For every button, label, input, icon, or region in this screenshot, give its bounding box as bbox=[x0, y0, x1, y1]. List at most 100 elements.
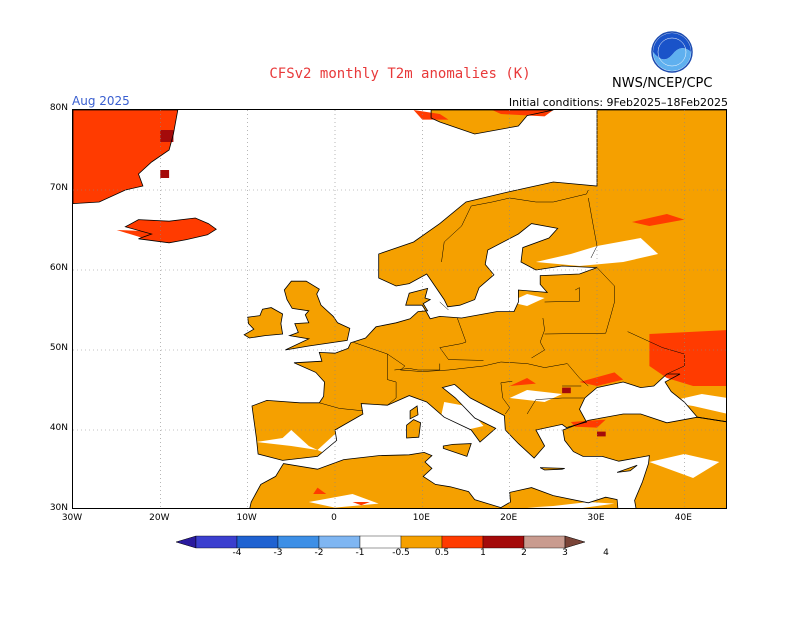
border-8 bbox=[500, 380, 513, 415]
svalbard-anomaly-fill bbox=[431, 110, 554, 134]
colorbar-box bbox=[236, 535, 279, 549]
colorbar-min-arrow bbox=[176, 535, 197, 549]
lon-label: 20W bbox=[149, 513, 170, 523]
border-13 bbox=[441, 201, 493, 263]
lon-label: 30W bbox=[61, 513, 83, 523]
colorbar bbox=[176, 535, 586, 549]
colorbar-label: 1 bbox=[480, 548, 486, 558]
iceland-anomaly-fill bbox=[125, 218, 217, 243]
colorbar-box bbox=[523, 535, 566, 549]
forecast-month: Aug 2025 bbox=[72, 94, 130, 108]
africa-anomaly-fill bbox=[249, 452, 618, 508]
neutral-patch-1 bbox=[439, 402, 484, 430]
iceland-coastline bbox=[124, 217, 217, 244]
europe-coastline bbox=[251, 110, 726, 461]
graticule bbox=[73, 110, 726, 508]
colorbar-label: -3 bbox=[273, 548, 283, 558]
britain-anomaly-fill bbox=[284, 281, 350, 350]
colorbar-label: 3 bbox=[562, 548, 568, 558]
neutral-patch-5 bbox=[509, 294, 545, 306]
colorbar-box bbox=[318, 535, 361, 549]
svalbard-coastline bbox=[430, 110, 554, 135]
border-14 bbox=[588, 197, 598, 259]
border-7 bbox=[526, 397, 584, 415]
anatolia-anomaly-fill bbox=[562, 414, 726, 508]
lon-label: 40E bbox=[674, 513, 692, 523]
hot-patch-1 bbox=[160, 170, 170, 178]
corsica-coastline bbox=[409, 405, 419, 420]
colorbar-box bbox=[441, 535, 484, 549]
warm-patch-7 bbox=[313, 487, 327, 494]
lon-label: 0 bbox=[331, 513, 337, 523]
sicily-anomaly-fill bbox=[443, 443, 472, 457]
ireland-coastline bbox=[243, 307, 284, 339]
lon-label: 30E bbox=[587, 513, 605, 523]
warm-patch-2 bbox=[509, 378, 536, 386]
hot-patch-0 bbox=[160, 130, 174, 142]
colorbar-label: 0.5 bbox=[434, 548, 450, 558]
sicily-coastline bbox=[442, 443, 472, 457]
border-2 bbox=[319, 402, 363, 412]
colorbar-label: -1 bbox=[355, 548, 365, 558]
colorbar-box bbox=[482, 535, 525, 549]
ireland-anomaly-fill bbox=[244, 307, 283, 338]
warm-patch-8 bbox=[352, 502, 370, 506]
sardinia-coastline bbox=[406, 419, 422, 439]
anomaly-shading bbox=[73, 110, 726, 508]
hot-patch-3 bbox=[597, 431, 606, 437]
colorbar-label: -4 bbox=[232, 548, 242, 558]
initial-conditions: Initial conditions: 9Feb2025–18Feb2025 bbox=[508, 96, 728, 109]
coastlines bbox=[73, 110, 726, 508]
greenland-anomaly-fill bbox=[73, 110, 178, 204]
border-6 bbox=[544, 287, 580, 303]
noaa-logo-icon bbox=[651, 31, 693, 73]
border-5 bbox=[544, 267, 615, 335]
warm-patch-0 bbox=[649, 330, 726, 386]
border-1 bbox=[439, 317, 484, 361]
border-3 bbox=[387, 354, 397, 406]
lat-label: 60N bbox=[49, 263, 68, 273]
europe-anomaly-fill bbox=[252, 110, 726, 461]
crete-coastline bbox=[540, 467, 565, 471]
africa-coastline bbox=[249, 451, 619, 508]
lat-label: 80N bbox=[49, 103, 68, 113]
lat-label: 70N bbox=[49, 183, 68, 193]
lat-label: 50N bbox=[49, 343, 68, 353]
cyprus-coastline bbox=[616, 464, 638, 473]
anatolia-coastline bbox=[562, 413, 726, 508]
neutral-patch-3 bbox=[535, 238, 659, 266]
warm-patch-1 bbox=[579, 372, 624, 386]
colorbar-label: -2 bbox=[314, 548, 324, 558]
warm-patch-3 bbox=[570, 419, 606, 428]
lon-label: 20E bbox=[500, 513, 518, 523]
border-0 bbox=[352, 341, 589, 387]
border-11 bbox=[439, 301, 449, 311]
colorbar-box bbox=[195, 535, 238, 549]
warm-patch-6 bbox=[492, 110, 554, 117]
colorbar-label: 4 bbox=[603, 548, 609, 558]
warm-patch-9 bbox=[116, 230, 161, 238]
border-4 bbox=[531, 317, 545, 359]
border-12 bbox=[492, 189, 589, 203]
colorbar-box bbox=[359, 535, 402, 549]
sardinia-anomaly-fill bbox=[406, 419, 421, 438]
colorbar-box bbox=[277, 535, 320, 549]
lon-label: 10W bbox=[236, 513, 257, 523]
greenland-coastline bbox=[73, 110, 179, 205]
map-title: CFSv2 monthly T2m anomalies (K) bbox=[269, 66, 531, 82]
neutral-patch-0 bbox=[256, 406, 405, 454]
hot-patch-2 bbox=[562, 387, 571, 394]
lat-label: 30N bbox=[49, 503, 68, 513]
warm-patch-4 bbox=[631, 214, 685, 226]
colorbar-max-arrow bbox=[564, 535, 586, 549]
colorbar-box bbox=[400, 535, 443, 549]
neutral-patch-8 bbox=[527, 502, 615, 508]
anomaly-map bbox=[72, 109, 727, 509]
colorbar-label: 2 bbox=[521, 548, 527, 558]
neutral-patch-6 bbox=[666, 394, 726, 414]
colorbar-label: -0.5 bbox=[392, 548, 410, 558]
britain-coastline bbox=[283, 280, 351, 351]
lon-label: 10E bbox=[412, 513, 430, 523]
agency-label: NWS/NCEP/CPC bbox=[612, 76, 713, 91]
border-15 bbox=[394, 363, 441, 371]
